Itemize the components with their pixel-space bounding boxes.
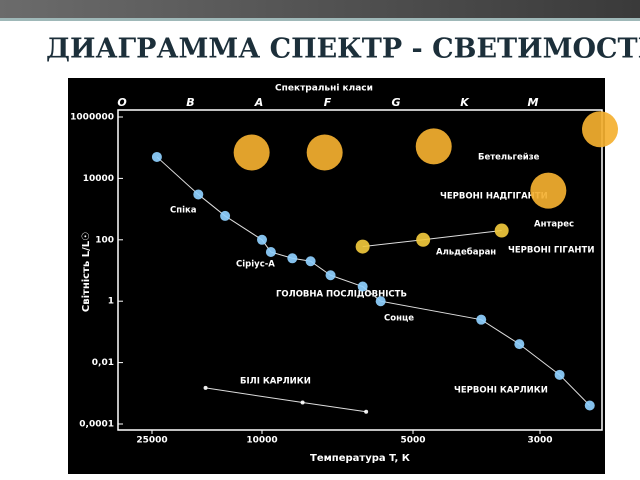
star xyxy=(415,128,452,165)
plot-frame xyxy=(117,109,603,431)
star xyxy=(287,253,298,264)
annotation: ЧЕРВОНІ ГІГАНТИ xyxy=(508,246,594,256)
spectral-class: M xyxy=(528,96,539,109)
spectral-class: K xyxy=(460,96,470,109)
sequence-line xyxy=(156,156,591,406)
star xyxy=(257,234,267,245)
annotation: Антарес xyxy=(534,220,574,230)
y-tick-label: 0,01 xyxy=(92,358,114,368)
x-tick-label: 10000 xyxy=(246,436,277,446)
spectral-class: G xyxy=(391,96,400,109)
x-axis-label: Температура T, К xyxy=(310,453,411,464)
annotation: ЧЕРВОНІ НАДГІГАНТИ xyxy=(440,192,548,202)
annotation: Сіріус-А xyxy=(236,259,275,270)
annotation: ГОЛОВНА ПОСЛІДОВНІСТЬ xyxy=(276,290,407,300)
star xyxy=(364,409,369,414)
top-bar xyxy=(0,0,640,18)
star xyxy=(416,232,431,247)
star xyxy=(220,210,231,221)
top-axis-label: Спектральні класи xyxy=(275,83,373,94)
star xyxy=(306,134,343,171)
chart-image xyxy=(68,78,605,474)
slide-title: ДИАГРАММА СПЕКТР - СВЕТИМОСТЬ xyxy=(46,34,640,65)
star xyxy=(193,189,204,200)
spectral-class: B xyxy=(186,96,194,109)
star xyxy=(357,281,368,292)
annotation: Сонце xyxy=(384,314,414,324)
star xyxy=(554,369,565,380)
star xyxy=(355,239,370,254)
star xyxy=(494,223,509,238)
star xyxy=(325,270,336,281)
star xyxy=(530,172,567,209)
star xyxy=(514,339,525,350)
annotation: ЧЕРВОНІ КАРЛИКИ xyxy=(454,386,548,396)
y-tick-label: 1000000 xyxy=(70,113,114,123)
star xyxy=(151,151,162,162)
annotation: Бетельгейзе xyxy=(478,153,540,163)
star xyxy=(300,400,305,405)
star xyxy=(582,111,618,148)
star xyxy=(265,247,276,258)
x-tick-label: 25000 xyxy=(136,436,167,446)
y-tick-label: 10000 xyxy=(83,174,114,184)
star xyxy=(476,314,487,325)
y-tick-label: 0,0001 xyxy=(79,420,114,430)
x-tick-label: 5000 xyxy=(400,436,425,446)
y-axis-label: Світність L/L☉ xyxy=(81,232,92,312)
star xyxy=(375,296,386,307)
annotation: Спіка xyxy=(170,205,197,216)
annotation: БІЛІ КАРЛИКИ xyxy=(240,377,311,387)
top-stripe xyxy=(0,18,640,21)
spectral-class: O xyxy=(117,96,126,109)
y-tick-label: 100 xyxy=(95,235,114,245)
star xyxy=(305,256,316,267)
spectral-class: A xyxy=(254,96,264,109)
star xyxy=(584,400,595,411)
x-tick-label: 3000 xyxy=(527,436,552,446)
spectral-class: F xyxy=(324,96,332,109)
annotation: Альдебаран xyxy=(436,247,496,258)
y-tick-label: 1 xyxy=(108,297,114,307)
star xyxy=(203,385,208,390)
star xyxy=(233,134,270,171)
